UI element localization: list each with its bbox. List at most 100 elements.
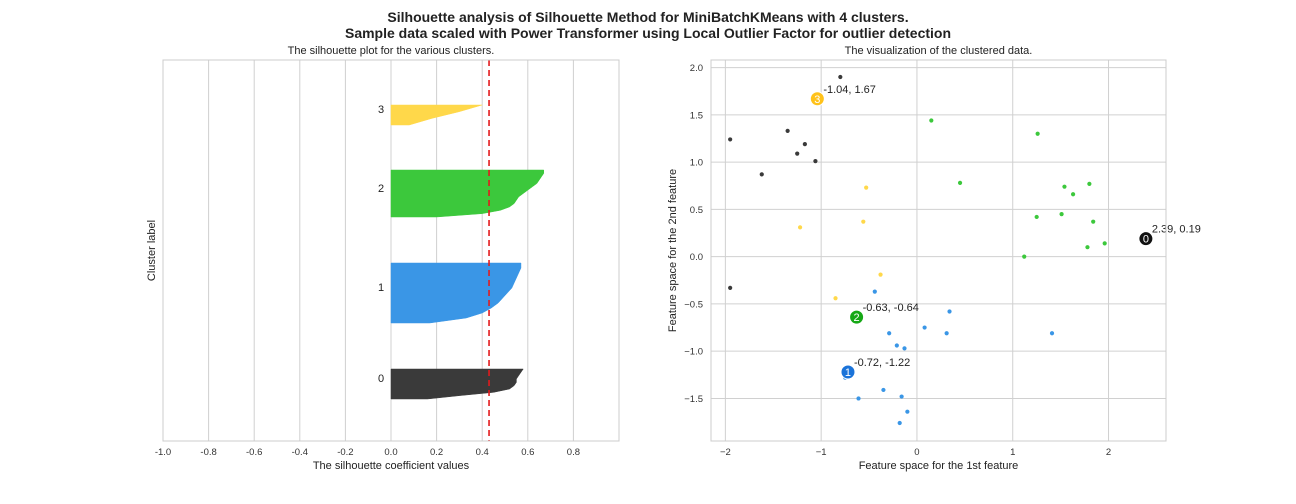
cluster-2-point (1102, 241, 1107, 246)
cluster-1-center-marker (840, 364, 856, 380)
cluster-2-point (1035, 131, 1040, 136)
cluster-2-point (1034, 214, 1039, 220)
scatter-y-tick-label: 2.0 (690, 63, 703, 74)
scatter-x-axis-label: Feature space for the 1st feature (859, 460, 1019, 472)
cluster-0-center-label: 0 (1143, 234, 1149, 246)
cluster-1-point (872, 289, 877, 294)
silhouette-x-tick-label: -0.2 (337, 447, 353, 458)
cluster-0-point (802, 142, 807, 147)
cluster-0-point (759, 172, 764, 177)
cluster-1-center-coordinates: -0.72, -1.22 (854, 357, 910, 369)
scatter-x-tick-label: −1 (816, 447, 827, 458)
silhouette-x-tick-label: -0.6 (246, 447, 262, 458)
cluster-3-center-label: 3 (814, 94, 820, 106)
silhouette-cluster-label: 1 (378, 282, 384, 294)
cluster-2-point (1062, 184, 1067, 189)
silhouette-x-tick-label: -0.8 (200, 447, 216, 458)
cluster-0-point (795, 151, 800, 156)
silhouette-cluster-label: 2 (378, 183, 384, 195)
silhouette-cluster-0-area (390, 368, 524, 400)
cluster-1-point (947, 309, 952, 314)
cluster-1-point (922, 325, 927, 330)
scatter-grid (711, 60, 1166, 441)
silhouette-x-tick-label: 0.0 (384, 447, 397, 458)
cluster-0-point (728, 285, 733, 290)
silhouette-areas: 0 1 2 3 (378, 104, 545, 400)
silhouette-x-axis-label: The silhouette coefficient values (313, 460, 470, 472)
silhouette-cluster-1-area (390, 262, 522, 324)
silhouette-plot-title: The silhouette plot for the various clus… (288, 45, 495, 57)
cluster-1-point (899, 394, 904, 399)
cluster-0-point (838, 74, 843, 80)
silhouette-plot: 0 1 2 3 -1.0 -0.8 -0.6 -0.4 -0.2 0.0 0.2 0.4 0.6 0.8… (146, 45, 620, 472)
silhouette-x-tick-label: -0.4 (292, 447, 308, 458)
scatter-x-tick-label: −2 (720, 447, 731, 458)
scatter-y-tick-label: 0.0 (690, 252, 703, 263)
cluster-2-point (1022, 254, 1027, 259)
cluster-2-point (957, 180, 963, 186)
scatter-plot-title: The visualization of the clustered data. (845, 45, 1033, 57)
cluster-2-point (1070, 192, 1076, 197)
silhouette-y-axis-label: Cluster label (146, 220, 158, 281)
cluster-0-point (813, 159, 818, 164)
cluster-2-point (1085, 245, 1090, 250)
cluster-scatter-plot: −2 −1 0 1 2−1.5−1.0−0.50.00.51.01.52.0 02.39… (667, 45, 1201, 472)
cluster-centers: 02.39, 0.19 1-0.72, -1.22 2-0.63, -0.64 3-1… (809, 84, 1201, 380)
scatter-y-axis-label: Feature space for the 2nd feature (667, 169, 679, 332)
silhouette-x-ticks: -1.0 -0.8 -0.6 -0.4 -0.2 0.0 0.2 0.4 0.6 0.8 (155, 447, 580, 458)
cluster-1-point (905, 409, 910, 414)
cluster-0-center-marker (1138, 231, 1154, 247)
silhouette-x-tick-label: 0.4 (476, 447, 489, 458)
scatter-plot-area (711, 60, 1166, 441)
silhouette-x-tick-label: -1.0 (155, 447, 171, 458)
figure-title-line-1: Silhouette analysis of Silhouette Method… (387, 9, 909, 25)
cluster-3-point (861, 219, 866, 224)
silhouette-plot-frame (162, 59, 620, 442)
cluster-3-point (878, 272, 883, 277)
cluster-0-point (785, 128, 790, 134)
cluster-0-center-coordinates: 2.39, 0.19 (1152, 224, 1201, 236)
cluster-1-point (944, 331, 949, 336)
cluster-1-point (887, 331, 892, 336)
cluster-1-point (881, 387, 886, 393)
scatter-x-tick-label: 1 (1010, 447, 1015, 458)
cluster-3-point (833, 296, 838, 301)
scatter-y-tick-label: −1.0 (684, 347, 703, 358)
cluster-2-point (1091, 219, 1096, 224)
silhouette-cluster-label: 0 (378, 373, 384, 385)
silhouette-x-tick-label: 0.2 (430, 447, 443, 458)
cluster-2-center-marker (849, 309, 865, 325)
figure-title-line-2: Sample data scaled with Power Transforme… (344, 25, 952, 41)
scatter-y-tick-label: 1.5 (690, 110, 703, 121)
cluster-1-point (856, 396, 861, 401)
cluster-2-point (929, 118, 934, 123)
cluster-0-point (728, 137, 733, 142)
cluster-3-center-marker (809, 91, 825, 107)
silhouette-cluster-3-area (390, 104, 483, 126)
scatter-plot-frame (710, 59, 1167, 442)
cluster-2-point (1087, 181, 1092, 186)
scatter-y-tick-label: −1.5 (684, 394, 703, 405)
cluster-1-point (897, 420, 902, 426)
silhouette-x-tick-label: 0.6 (521, 447, 534, 458)
scatter-y-tick-label: 0.5 (690, 205, 703, 216)
cluster-3-point (864, 185, 869, 190)
silhouette-cluster-2-area (390, 169, 545, 218)
scatter-x-tick-label: 0 (914, 447, 919, 458)
cluster-1-point (894, 343, 899, 348)
cluster-2-center-coordinates: -0.63, -0.64 (863, 302, 919, 314)
cluster-1-point (1049, 331, 1055, 336)
scatter-y-tick-label: −0.5 (684, 299, 703, 310)
cluster-3-center-coordinates: -1.04, 1.67 (823, 84, 876, 96)
cluster-2-point (1059, 212, 1064, 217)
silhouette-cluster-label: 3 (378, 104, 384, 116)
cluster-1-center-label: 1 (845, 367, 851, 379)
cluster-3-point (797, 225, 803, 230)
scatter-ticks: −2 −1 0 1 2 −1.5 −1.0 −0.5 0.0 0.5 1.0 1.5 2.0 (684, 63, 1111, 458)
cluster-1-point (902, 346, 907, 351)
scatter-x-tick-label: 2 (1106, 447, 1111, 458)
silhouette-x-tick-label: 0.8 (567, 447, 580, 458)
scatter-y-tick-label: 1.0 (690, 158, 703, 169)
cluster-2-center-label: 2 (854, 312, 860, 324)
